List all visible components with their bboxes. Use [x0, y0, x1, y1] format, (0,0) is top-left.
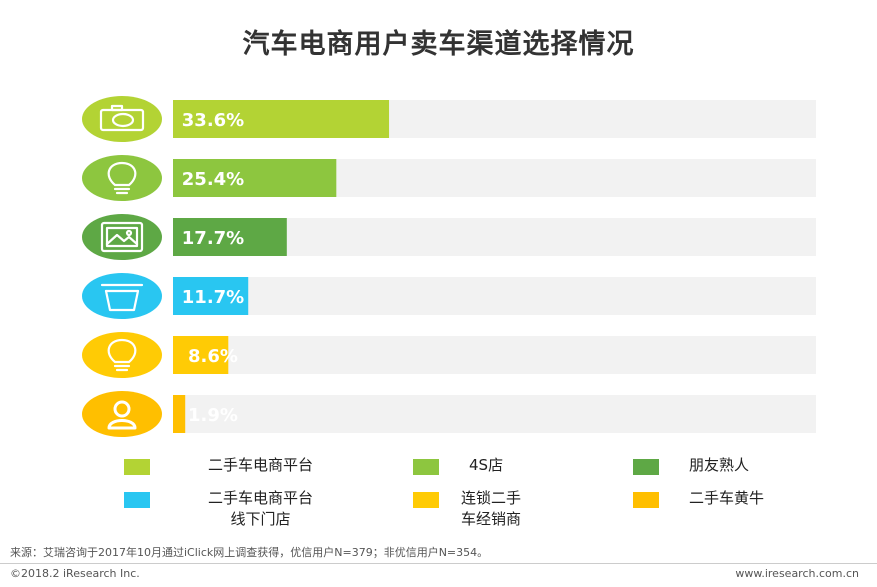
- icon-badge: [82, 332, 162, 378]
- lightbulb-icon: [107, 338, 137, 372]
- legend-swatch: [124, 492, 150, 508]
- legend-label: 朋友熟人: [689, 456, 750, 474]
- legend-label: 二手车电商平台: [208, 456, 314, 474]
- legend-label: 二手车黄牛: [689, 489, 765, 507]
- icon-badge: [82, 155, 162, 201]
- legend-swatch: [413, 459, 439, 475]
- website-link: www.iresearch.com.cn: [735, 567, 859, 580]
- user-icon: [107, 400, 137, 430]
- bar-value-label: 25.4%: [182, 169, 244, 190]
- bar-row: 1.9%: [82, 391, 816, 437]
- picture-icon: [100, 221, 144, 253]
- icon-badge: [82, 96, 162, 142]
- lightbulb-icon: [107, 161, 137, 195]
- chart-title: 汽车电商用户卖车渠道选择情况: [242, 29, 635, 60]
- camera-icon: [99, 104, 145, 132]
- bar: [173, 100, 390, 138]
- bar-value-label: 33.6%: [182, 110, 244, 131]
- legend-label: 连锁二手 车经销商: [461, 489, 522, 528]
- bar-track: [173, 277, 816, 315]
- bar-track: [173, 336, 816, 374]
- bar: [173, 395, 186, 433]
- bar: [173, 159, 337, 197]
- bar-row: 17.7%: [82, 214, 816, 260]
- bar: [173, 218, 287, 256]
- cup-icon: [100, 283, 144, 312]
- legend-swatch: [124, 459, 150, 475]
- bar-value-label: 17.7%: [182, 228, 244, 249]
- bar-row: 25.4%: [82, 155, 816, 201]
- legend-swatch: [633, 459, 659, 475]
- bar-row: 8.6%: [82, 332, 816, 378]
- bar-value-label: 8.6%: [188, 346, 238, 367]
- bar: [173, 336, 229, 374]
- legend-swatch: [413, 492, 439, 508]
- copyright: ©2018.2 iResearch Inc.: [10, 567, 140, 580]
- source-note: 来源：艾瑞咨询于2017年10月通过iClick网上调查获得，优信用户N=379…: [10, 546, 489, 559]
- bar-chart: 33.6% 25.4% 17.7% 11.7% 8.6% 1.9%: [82, 96, 816, 437]
- legend-label: 二手车电商平台 线下门店: [208, 489, 314, 528]
- icon-badge: [82, 273, 162, 319]
- icon-badge: [82, 391, 162, 437]
- bar-value-label: 11.7%: [182, 287, 244, 308]
- icon-badge: [82, 214, 162, 260]
- legend-label: 4S店: [469, 456, 504, 474]
- bar-value-label: 1.9%: [188, 405, 238, 426]
- bar-track: [173, 395, 816, 433]
- bar: [173, 277, 249, 315]
- bar-row: 11.7%: [82, 273, 816, 319]
- footer-divider: [0, 563, 877, 564]
- legend-swatch: [633, 492, 659, 508]
- bar-row: 33.6%: [82, 96, 816, 142]
